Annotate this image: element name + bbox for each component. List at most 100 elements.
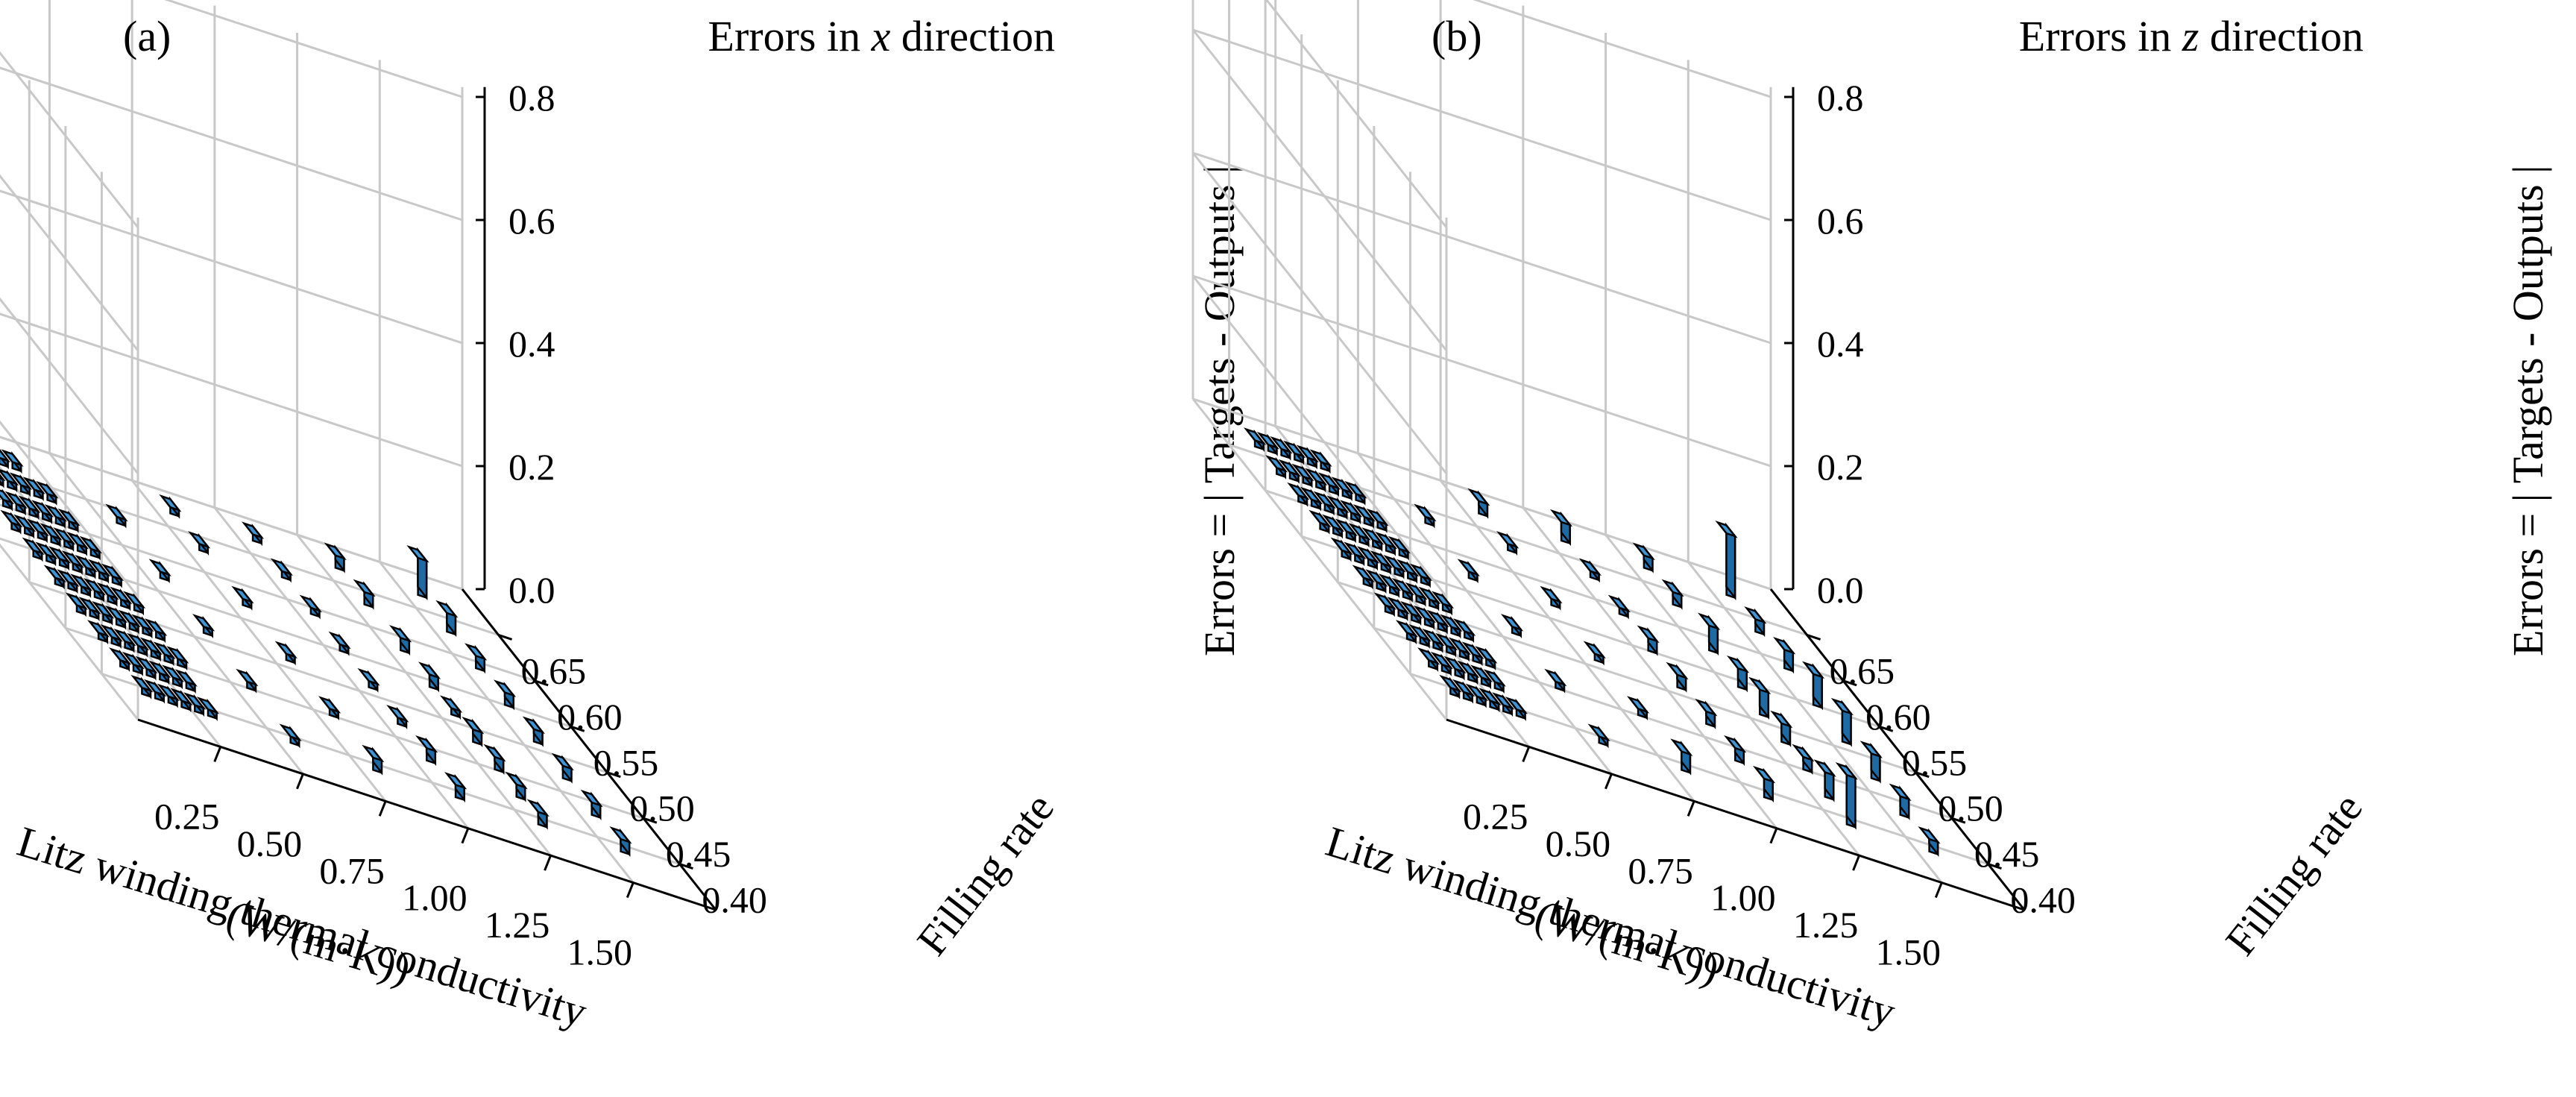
bar-top-face [328, 631, 351, 650]
bar [1395, 620, 1419, 645]
bar [1583, 641, 1606, 666]
bar-top-face [274, 641, 297, 658]
bar-top-face [1348, 523, 1371, 541]
bar-top-face [1666, 661, 1689, 680]
bar-top-face [153, 641, 176, 659]
bar [1322, 514, 1345, 539]
y-tick-label: 0.50 [629, 788, 695, 829]
bar [78, 597, 101, 622]
bar-top-face [1335, 518, 1358, 536]
x-tick-label: 0.75 [1628, 849, 1693, 891]
bar-top-face [1467, 488, 1490, 506]
bar [353, 579, 376, 610]
x-tick [1852, 855, 1860, 871]
bar [1492, 692, 1515, 717]
bar [324, 542, 347, 573]
bar-top-face [1422, 628, 1445, 647]
bar [1430, 651, 1454, 676]
bar [22, 477, 45, 502]
bar-top-face [1317, 472, 1341, 490]
x-tick-label: 1.50 [1876, 931, 1942, 973]
bar [1698, 612, 1721, 656]
bar-top-face [31, 500, 54, 518]
bar-top-face [1443, 656, 1467, 674]
x-tick-label: 0.25 [1463, 795, 1528, 837]
bar-top-face [122, 591, 146, 609]
bar [161, 664, 185, 690]
bar-top-face [1587, 723, 1610, 741]
bar [1365, 569, 1388, 594]
bar [35, 541, 58, 567]
x-tick [1605, 773, 1613, 790]
panel-b-z-axis-label: Errors = | Targets - Outputs | [2504, 165, 2552, 656]
bar [1475, 646, 1498, 671]
bar [435, 600, 459, 638]
x-tick [1934, 882, 1943, 899]
bar [415, 735, 438, 767]
grid-line [0, 297, 139, 474]
bar-top-face [1830, 697, 1854, 716]
bar [130, 674, 154, 700]
bar-top-face [1365, 569, 1388, 587]
bar-top-face [70, 573, 93, 591]
bar [1505, 697, 1528, 722]
bar [1637, 625, 1660, 656]
bar-top-face [145, 618, 168, 636]
bar-top-face [1278, 459, 1302, 477]
y-tick-label: 0.40 [702, 879, 767, 921]
x-tick-label: 1.50 [567, 931, 633, 973]
grid-line [0, 312, 463, 468]
bar [145, 618, 168, 644]
bar [1418, 586, 1441, 612]
grid-line [1191, 275, 1448, 597]
panel-a-bars [0, 449, 632, 858]
bar-top-face [1770, 710, 1793, 729]
bar-top-face [1374, 531, 1398, 550]
grid-line [1192, 274, 1772, 468]
grid-line [164, 0, 463, 98]
bar [1830, 697, 1854, 747]
bar-top-face [22, 477, 45, 494]
bar [1666, 661, 1689, 693]
bar [1448, 637, 1472, 662]
grid-line [1191, 152, 1448, 474]
bar [1309, 449, 1332, 474]
bar-top-face [353, 579, 376, 597]
bar [1670, 738, 1693, 776]
z-tick-label: 0.8 [1817, 77, 1864, 119]
grid-line [1687, 561, 1943, 884]
bar-top-face [1408, 624, 1432, 642]
y-tick [678, 863, 693, 870]
bar-top-face [440, 695, 463, 713]
bar-top-face [1396, 559, 1420, 577]
bar-top-face [462, 717, 485, 735]
grid-line [379, 561, 634, 884]
grid-line [213, 506, 470, 829]
bar [406, 544, 429, 601]
bar [1801, 661, 1825, 711]
bar [462, 717, 485, 748]
bar [26, 518, 50, 544]
bar [61, 550, 84, 575]
bar-top-face [1430, 651, 1454, 670]
bar [1396, 559, 1420, 584]
bar-top-face [1440, 614, 1463, 632]
bar [1352, 565, 1375, 590]
bar-top-face [1, 449, 24, 467]
bar-top-face [1744, 606, 1767, 624]
bar-top-face [188, 531, 211, 549]
bar-top-face [1607, 594, 1631, 613]
bar-top-face [1414, 503, 1437, 522]
bar-top-face [1715, 520, 1738, 538]
bar [1417, 647, 1440, 672]
bar-top-face [1296, 444, 1320, 463]
bar [1500, 614, 1524, 638]
bar-top-face [1435, 632, 1458, 651]
bar-top-face [483, 744, 506, 762]
bar-top-face [1352, 565, 1375, 582]
bar-top-face [53, 527, 76, 545]
bar-top-face [406, 544, 429, 563]
x-tick-label: 1.00 [1710, 877, 1776, 919]
panel-b-title: Errors in z direction [2019, 12, 2364, 60]
